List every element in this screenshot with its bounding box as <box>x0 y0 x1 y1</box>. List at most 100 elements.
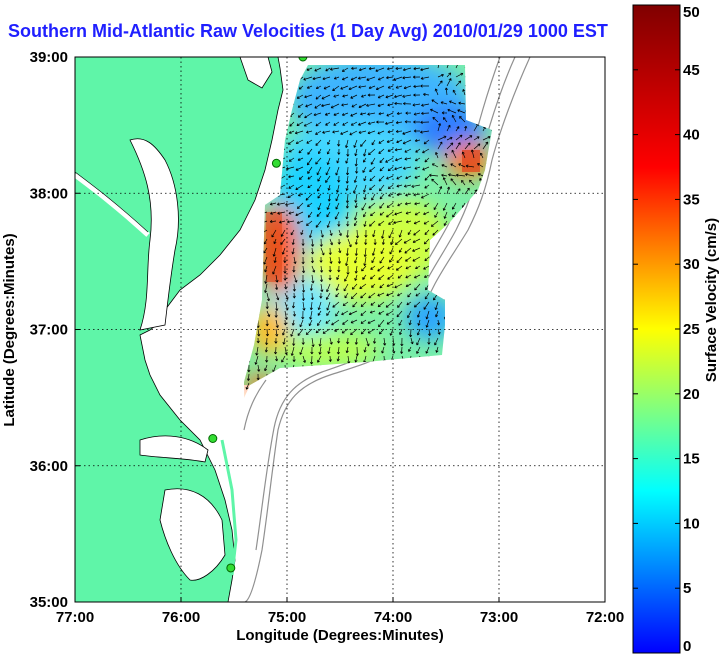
velocity-vector <box>290 346 295 356</box>
velocity-vector <box>369 175 376 182</box>
velocity-vector <box>424 184 430 189</box>
velocity-vector <box>307 148 313 155</box>
velocity-vector <box>437 328 441 335</box>
velocity-vector <box>379 166 385 172</box>
velocity-vector <box>413 229 421 236</box>
chart-title: Southern Mid-Atlantic Raw Velocities (1 … <box>8 21 608 41</box>
velocity-vector <box>362 166 367 173</box>
velocity-vector <box>333 76 340 80</box>
velocity-vector <box>459 116 466 123</box>
velocity-vector <box>375 67 385 73</box>
velocity-vector <box>379 193 385 200</box>
velocity-vector <box>350 121 358 126</box>
velocity-vector <box>361 265 367 272</box>
velocity-vector <box>334 328 340 332</box>
velocity-vector <box>354 193 358 203</box>
velocity-vector <box>345 193 350 204</box>
velocity-vector <box>336 346 341 355</box>
velocity-vector <box>329 67 340 71</box>
velocity-vector <box>350 328 358 336</box>
velocity-vector <box>424 175 430 181</box>
velocity-vector <box>425 346 430 354</box>
velocity-vector <box>292 265 296 273</box>
velocity-vector <box>416 346 421 354</box>
velocity-vector <box>358 67 367 72</box>
velocity-vector <box>264 283 268 293</box>
velocity-vector <box>280 229 286 237</box>
velocity-vector <box>402 130 412 135</box>
velocity-vector <box>315 139 322 146</box>
velocity-vector <box>315 157 322 165</box>
velocity-vector <box>326 148 331 155</box>
velocity-vector <box>423 301 430 310</box>
velocity-vector <box>301 238 305 246</box>
velocity-vector <box>431 99 439 105</box>
velocity-vector <box>381 238 385 245</box>
velocity-vector <box>317 355 322 363</box>
velocity-vector <box>452 89 457 96</box>
velocity-vector <box>271 229 277 238</box>
velocity-vector <box>423 238 430 245</box>
velocity-vector <box>378 148 385 154</box>
velocity-vector <box>346 220 350 227</box>
velocity-vector <box>277 211 286 215</box>
y-axis: 35:00 36:00 37:00 38:00 39:00 <box>30 49 80 611</box>
velocity-vector <box>307 184 313 189</box>
velocity-vector <box>387 265 394 270</box>
velocity-vector <box>385 121 394 125</box>
velocity-vector <box>414 157 421 162</box>
velocity-vector <box>341 310 349 316</box>
velocity-vector <box>399 328 403 335</box>
velocity-vector <box>354 355 358 363</box>
velocity-vector <box>288 157 295 162</box>
velocity-vector <box>317 148 322 155</box>
velocity-vector <box>482 135 491 141</box>
velocity-vector <box>346 148 350 157</box>
velocity-vector <box>314 103 322 109</box>
velocity-vector <box>342 319 349 325</box>
velocity-vector <box>461 179 466 186</box>
velocity-vector <box>452 211 457 218</box>
velocity-vector <box>437 73 444 78</box>
velocity-vector <box>420 130 430 134</box>
velocity-vector <box>479 152 484 159</box>
velocity-vector <box>387 103 394 107</box>
velocity-vector <box>289 121 295 127</box>
velocity-vector <box>431 163 439 168</box>
velocity-vector <box>379 202 385 209</box>
velocity-vector <box>335 283 340 291</box>
velocity-vector <box>322 130 331 134</box>
velocity-vector <box>364 229 368 238</box>
velocity-vector <box>256 337 260 344</box>
velocity-vector <box>482 141 489 150</box>
velocity-vector <box>458 163 466 168</box>
velocity-vector <box>392 337 396 346</box>
x-tick-label: 72:00 <box>586 609 624 626</box>
velocity-vector <box>352 301 358 308</box>
velocity-vector <box>308 319 313 327</box>
velocity-vector <box>333 121 340 126</box>
velocity-vector <box>329 337 333 345</box>
velocity-vector <box>437 135 447 141</box>
velocity-vector <box>335 310 340 317</box>
velocity-vector <box>469 179 475 186</box>
velocity-vector <box>309 301 313 311</box>
velocity-vector <box>327 139 331 145</box>
velocity-vector <box>417 319 421 326</box>
velocity-vector <box>423 211 430 216</box>
velocity-vector <box>332 301 340 308</box>
velocity-vector <box>340 130 349 135</box>
velocity-vector <box>414 139 421 143</box>
velocity-vector <box>313 112 322 117</box>
velocity-vector <box>320 229 324 238</box>
velocity-vector <box>395 157 403 162</box>
velocity-vector <box>341 67 349 72</box>
velocity-vector <box>371 139 376 146</box>
velocity-vector <box>433 202 439 211</box>
velocity-vector <box>317 301 322 311</box>
velocity-vector <box>345 247 349 256</box>
velocity-vector <box>307 211 313 218</box>
velocity-vector <box>420 76 430 80</box>
velocity-vector <box>394 238 403 246</box>
